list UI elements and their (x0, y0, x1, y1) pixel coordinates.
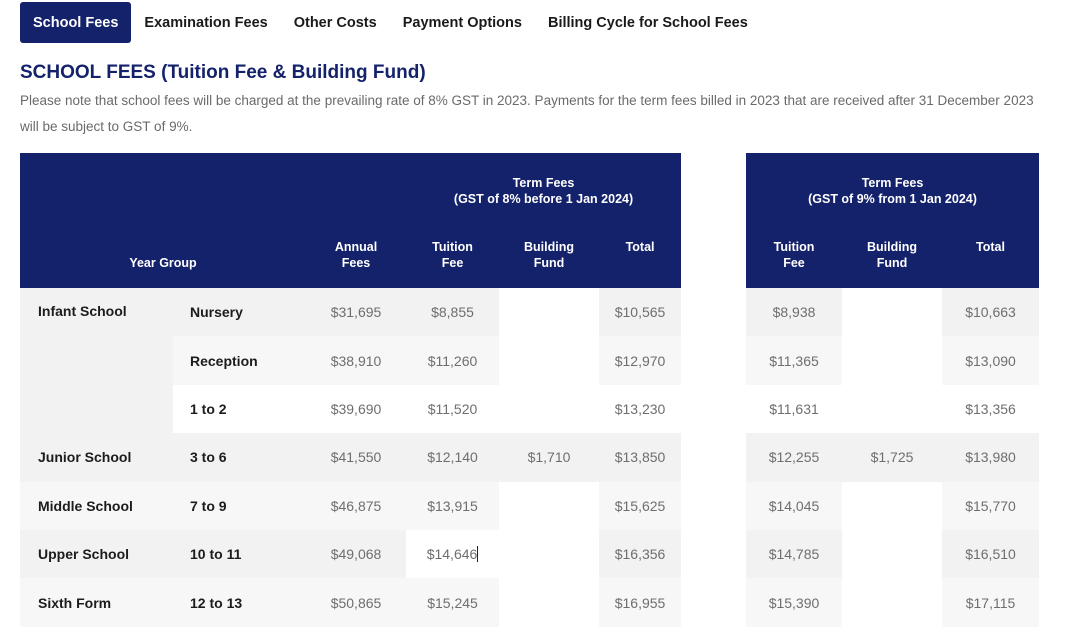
total-cell: $10,663 (942, 288, 1040, 337)
annual-cell: $39,690 (306, 384, 407, 434)
header-tuition-fee: Tuition Fee (406, 223, 500, 288)
table-row: $15,390 $17,115 (746, 578, 1040, 627)
annual-cell: $38,910 (306, 336, 407, 385)
year-cell: 3 to 6 (173, 433, 307, 482)
total-cell: $15,625 (599, 481, 682, 530)
total-cell: $16,356 (599, 529, 682, 579)
term-fees-label: Term Fees (861, 176, 924, 190)
table-row: $11,631 $13,356 (746, 384, 1040, 434)
tab-payment-options[interactable]: Payment Options (402, 14, 522, 31)
table-row: $14,045 $15,770 (746, 481, 1040, 530)
total-cell: $16,510 (942, 529, 1040, 579)
table-row: Upper School 10 to 11 $49,068 $14,646 $1… (20, 529, 682, 579)
year-cell: 10 to 11 (173, 529, 307, 579)
building-fund-value: $1,725 (870, 449, 914, 466)
tuition-cell: $13,915 (406, 481, 500, 530)
table-row: $11,365 $13,090 (746, 336, 1040, 385)
year-cell: Reception (173, 336, 307, 385)
tab-school-fees[interactable]: School Fees (20, 2, 132, 43)
school-cell: Sixth Form (20, 578, 173, 627)
header-building-fund: Building Fund (842, 223, 942, 288)
header-year-group: Year Group (20, 153, 307, 288)
building-fund-cell: $1,710 (499, 288, 600, 627)
table-row: $14,785 $16,510 (746, 529, 1040, 579)
table-row: 1 to 2 $39,690 $11,520 $13,230 (20, 384, 682, 434)
tuition-cell: $8,855 (406, 288, 500, 337)
term-fees-table-gst-8: Year Group Term Fees (GST of 8% before 1… (20, 153, 682, 627)
building-fund-value: $1,710 (527, 449, 571, 466)
tuition-cell: $15,390 (746, 578, 842, 627)
school-cell: Infant School (20, 288, 173, 434)
tuition-cell: $12,140 (406, 433, 500, 482)
header-building-fund: Building Fund (499, 223, 600, 288)
table-row: Sixth Form 12 to 13 $50,865 $15,245 $16,… (20, 578, 682, 627)
header-annual-fees: Annual Fees (306, 223, 407, 288)
annual-cell: $31,695 (306, 288, 407, 337)
total-cell: $15,770 (942, 481, 1040, 530)
school-cell: Middle School (20, 481, 173, 530)
tuition-cell: $11,260 (406, 336, 500, 385)
gst-note: Please note that school fees will be cha… (20, 93, 1034, 134)
tuition-cell: $15,245 (406, 578, 500, 627)
header-total: Total (942, 223, 1040, 288)
tuition-cell: $11,631 (746, 384, 842, 434)
page-title: SCHOOL FEES (Tuition Fee & Building Fund… (20, 62, 426, 83)
annual-cell: $49,068 (306, 529, 407, 579)
tab-examination-fees[interactable]: Examination Fees (144, 14, 268, 31)
header-term-fees-9: Term Fees (GST of 9% from 1 Jan 2024) (746, 153, 1040, 223)
fee-tabs: School Fees Examination Fees Other Costs… (20, 2, 761, 43)
table-row: Junior School 3 to 6 $41,550 $12,140 $13… (20, 433, 682, 482)
tuition-cell: $8,938 (746, 288, 842, 337)
total-cell: $13,090 (942, 336, 1040, 385)
table-row: $12,255 $13,980 (746, 433, 1040, 482)
school-cell: Junior School (20, 433, 173, 482)
term-fees-table-gst-9: Term Fees (GST of 9% from 1 Jan 2024) Tu… (746, 153, 1040, 627)
table-row: Infant School Nursery $31,695 $8,855 $1,… (20, 288, 682, 627)
building-fund-cell: $1,725 (842, 288, 942, 627)
total-cell: $13,230 (599, 384, 682, 434)
total-cell: $10,565 (599, 288, 682, 337)
table-row: Middle School 7 to 9 $46,875 $13,915 $15… (20, 481, 682, 530)
annual-cell: $50,865 (306, 578, 407, 627)
tuition-cell: $11,520 (406, 384, 500, 434)
tuition-cell: $14,785 (746, 529, 842, 579)
year-cell: 1 to 2 (173, 384, 307, 434)
year-cell: 7 to 9 (173, 481, 307, 530)
term-fees-gst-label: (GST of 9% from 1 Jan 2024) (808, 192, 977, 206)
tab-other-costs[interactable]: Other Costs (293, 14, 377, 31)
tab-billing-cycle[interactable]: Billing Cycle for School Fees (547, 14, 748, 31)
tuition-cell: $11,365 (746, 336, 842, 385)
total-cell: $13,356 (942, 384, 1040, 434)
table-row: $8,938 $1,725 $10,663 (746, 288, 1040, 627)
year-cell: 12 to 13 (173, 578, 307, 627)
annual-cell: $41,550 (306, 433, 407, 482)
total-cell: $16,955 (599, 578, 682, 627)
annual-cell: $46,875 (306, 481, 407, 530)
tuition-cell[interactable]: $14,646 (406, 529, 500, 579)
header-term-fees-8: Term Fees (GST of 8% before 1 Jan 2024) (406, 153, 682, 223)
text-cursor-value[interactable]: $14,646 (426, 546, 479, 563)
total-cell: $12,970 (599, 336, 682, 385)
term-fees-label: Term Fees (512, 176, 575, 190)
total-cell: $17,115 (942, 578, 1040, 627)
header-tuition-fee: Tuition Fee (746, 223, 842, 288)
table-row: Reception $38,910 $11,260 $12,970 (20, 336, 682, 385)
year-cell: Nursery (173, 288, 307, 337)
term-fees-gst-label: (GST of 8% before 1 Jan 2024) (453, 192, 634, 206)
total-cell: $13,980 (942, 433, 1040, 482)
tuition-cell: $12,255 (746, 433, 842, 482)
total-cell: $13,850 (599, 433, 682, 482)
header-total: Total (599, 223, 682, 288)
tuition-cell: $14,045 (746, 481, 842, 530)
school-cell: Upper School (20, 529, 173, 579)
